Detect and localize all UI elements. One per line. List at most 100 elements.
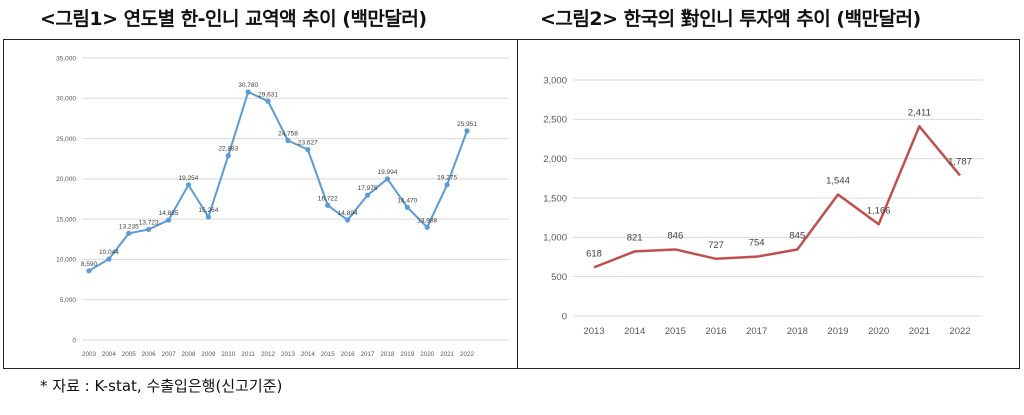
x-tick-label: 2014 — [624, 326, 645, 337]
data-label: 22,883 — [218, 146, 238, 153]
data-point — [325, 202, 331, 208]
y-tick-label: 20,000 — [56, 176, 76, 183]
data-label: 13,988 — [417, 217, 437, 224]
x-tick-label: 2006 — [142, 351, 157, 358]
data-label: 30,780 — [238, 82, 258, 89]
y-tick-label: 0 — [562, 311, 567, 322]
x-tick-label: 2017 — [361, 351, 376, 358]
x-tick-label: 2021 — [909, 326, 930, 337]
data-label: 1,787 — [948, 156, 972, 167]
data-point — [265, 98, 271, 104]
chart2-title: <그림2> 한국의 對인니 투자액 추이 (백만달러) — [540, 8, 921, 30]
chart1-frame: 0 5,000 10,000 15,000 20,000 25,000 30,000 35,0… — [3, 39, 518, 369]
data-label: 23,627 — [298, 140, 318, 147]
data-label: 821 — [627, 232, 643, 243]
data-point — [424, 224, 430, 230]
data-label: 24,758 — [278, 131, 298, 138]
data-label: 8,590 — [81, 261, 98, 268]
x-tick-label: 2020 — [420, 351, 435, 358]
data-label: 19,254 — [179, 175, 199, 182]
y-tick-label: 1,000 — [543, 233, 567, 244]
x-tick-label: 2009 — [201, 351, 216, 358]
x-tick-label: 2016 — [341, 351, 356, 358]
data-label: 16,470 — [397, 197, 417, 204]
chart2-frame: 0 500 1,000 1,500 2,000 2,500 3,000 2013 2014 201… — [517, 39, 1020, 369]
data-label: 1,166 — [867, 205, 891, 216]
data-point — [384, 176, 391, 182]
x-tick-label: 2004 — [102, 351, 117, 358]
chart1-title: <그림1> 연도별 한-인니 교역액 추이 (백만달러) — [40, 8, 427, 30]
data-label: 2,411 — [908, 107, 931, 118]
data-point — [345, 217, 351, 223]
x-tick-label: 2018 — [787, 326, 808, 337]
data-label: 846 — [667, 230, 683, 241]
x-tick-label: 2018 — [380, 351, 395, 358]
data-label: 845 — [789, 231, 805, 242]
data-label: 14,885 — [159, 210, 179, 217]
x-tick-label: 2020 — [868, 326, 889, 337]
data-point — [165, 217, 172, 223]
y-tick-label: 25,000 — [56, 136, 76, 143]
data-point — [126, 230, 132, 236]
x-tick-label: 2007 — [162, 351, 177, 358]
data-point — [404, 204, 410, 210]
data-point — [205, 214, 211, 220]
data-point — [225, 153, 231, 159]
data-point — [444, 182, 450, 188]
x-tick-label: 2014 — [301, 351, 316, 358]
data-point — [86, 268, 92, 274]
data-label: 15,264 — [198, 207, 218, 214]
data-point — [146, 226, 152, 233]
data-label: 25,951 — [457, 121, 477, 128]
x-tick-label: 2015 — [665, 326, 686, 337]
data-label: 618 — [586, 248, 602, 259]
data-label: 1,544 — [826, 176, 850, 187]
series-line — [88, 91, 468, 272]
x-tick-label: 2019 — [400, 351, 415, 358]
data-point — [305, 147, 311, 153]
y-tick-label: 2,000 — [543, 154, 567, 165]
x-tick-label: 2012 — [261, 351, 276, 358]
x-tick-label: 2011 — [241, 351, 255, 358]
x-tick-label: 2013 — [583, 326, 604, 337]
chart2-plot: 0 500 1,000 1,500 2,000 2,500 3,000 2013 2014 201… — [543, 75, 983, 337]
y-tick-label: 5,000 — [60, 297, 77, 304]
source-note: * 자료 : K-stat, 수출입은행(신고기준) — [40, 377, 283, 395]
data-label: 13,723 — [139, 219, 159, 226]
y-tick-label: 3,000 — [543, 75, 567, 86]
x-tick-label: 2010 — [221, 351, 236, 358]
data-label: 14,894 — [338, 210, 358, 217]
data-point — [245, 89, 251, 95]
x-tick-label: 2003 — [82, 351, 97, 358]
x-tick-label: 2005 — [122, 351, 137, 358]
data-point — [285, 137, 291, 144]
x-tick-label: 2008 — [181, 351, 196, 358]
data-label: 727 — [708, 240, 724, 251]
data-label: 754 — [749, 238, 765, 249]
series-line — [593, 125, 961, 269]
x-tick-label: 2015 — [321, 351, 336, 358]
y-tick-label: 0 — [72, 337, 76, 344]
data-label: 10,044 — [99, 249, 119, 256]
y-tick-label: 2,500 — [543, 115, 567, 126]
data-point — [106, 256, 112, 262]
x-tick-label: 2013 — [281, 351, 296, 358]
data-label: 17,975 — [358, 185, 378, 192]
y-tick-label: 500 — [551, 272, 567, 283]
x-tick-label: 2021 — [440, 351, 455, 358]
data-label: 19,994 — [377, 169, 397, 176]
x-tick-label: 2022 — [949, 326, 970, 337]
data-label: 29,631 — [258, 91, 278, 98]
y-tick-label: 15,000 — [56, 216, 76, 223]
x-tick-label: 2017 — [746, 326, 767, 337]
data-point — [464, 128, 470, 134]
y-tick-label: 30,000 — [56, 96, 76, 103]
data-point — [364, 192, 371, 198]
chart1-plot: 0 5,000 10,000 15,000 20,000 25,000 30,000 35,0… — [56, 55, 509, 358]
y-tick-label: 10,000 — [56, 257, 76, 264]
x-tick-label: 2019 — [827, 326, 848, 337]
data-label: 16,722 — [318, 195, 338, 202]
data-point — [185, 182, 192, 188]
x-tick-label: 2016 — [705, 326, 726, 337]
x-tick-label: 2022 — [460, 351, 475, 358]
